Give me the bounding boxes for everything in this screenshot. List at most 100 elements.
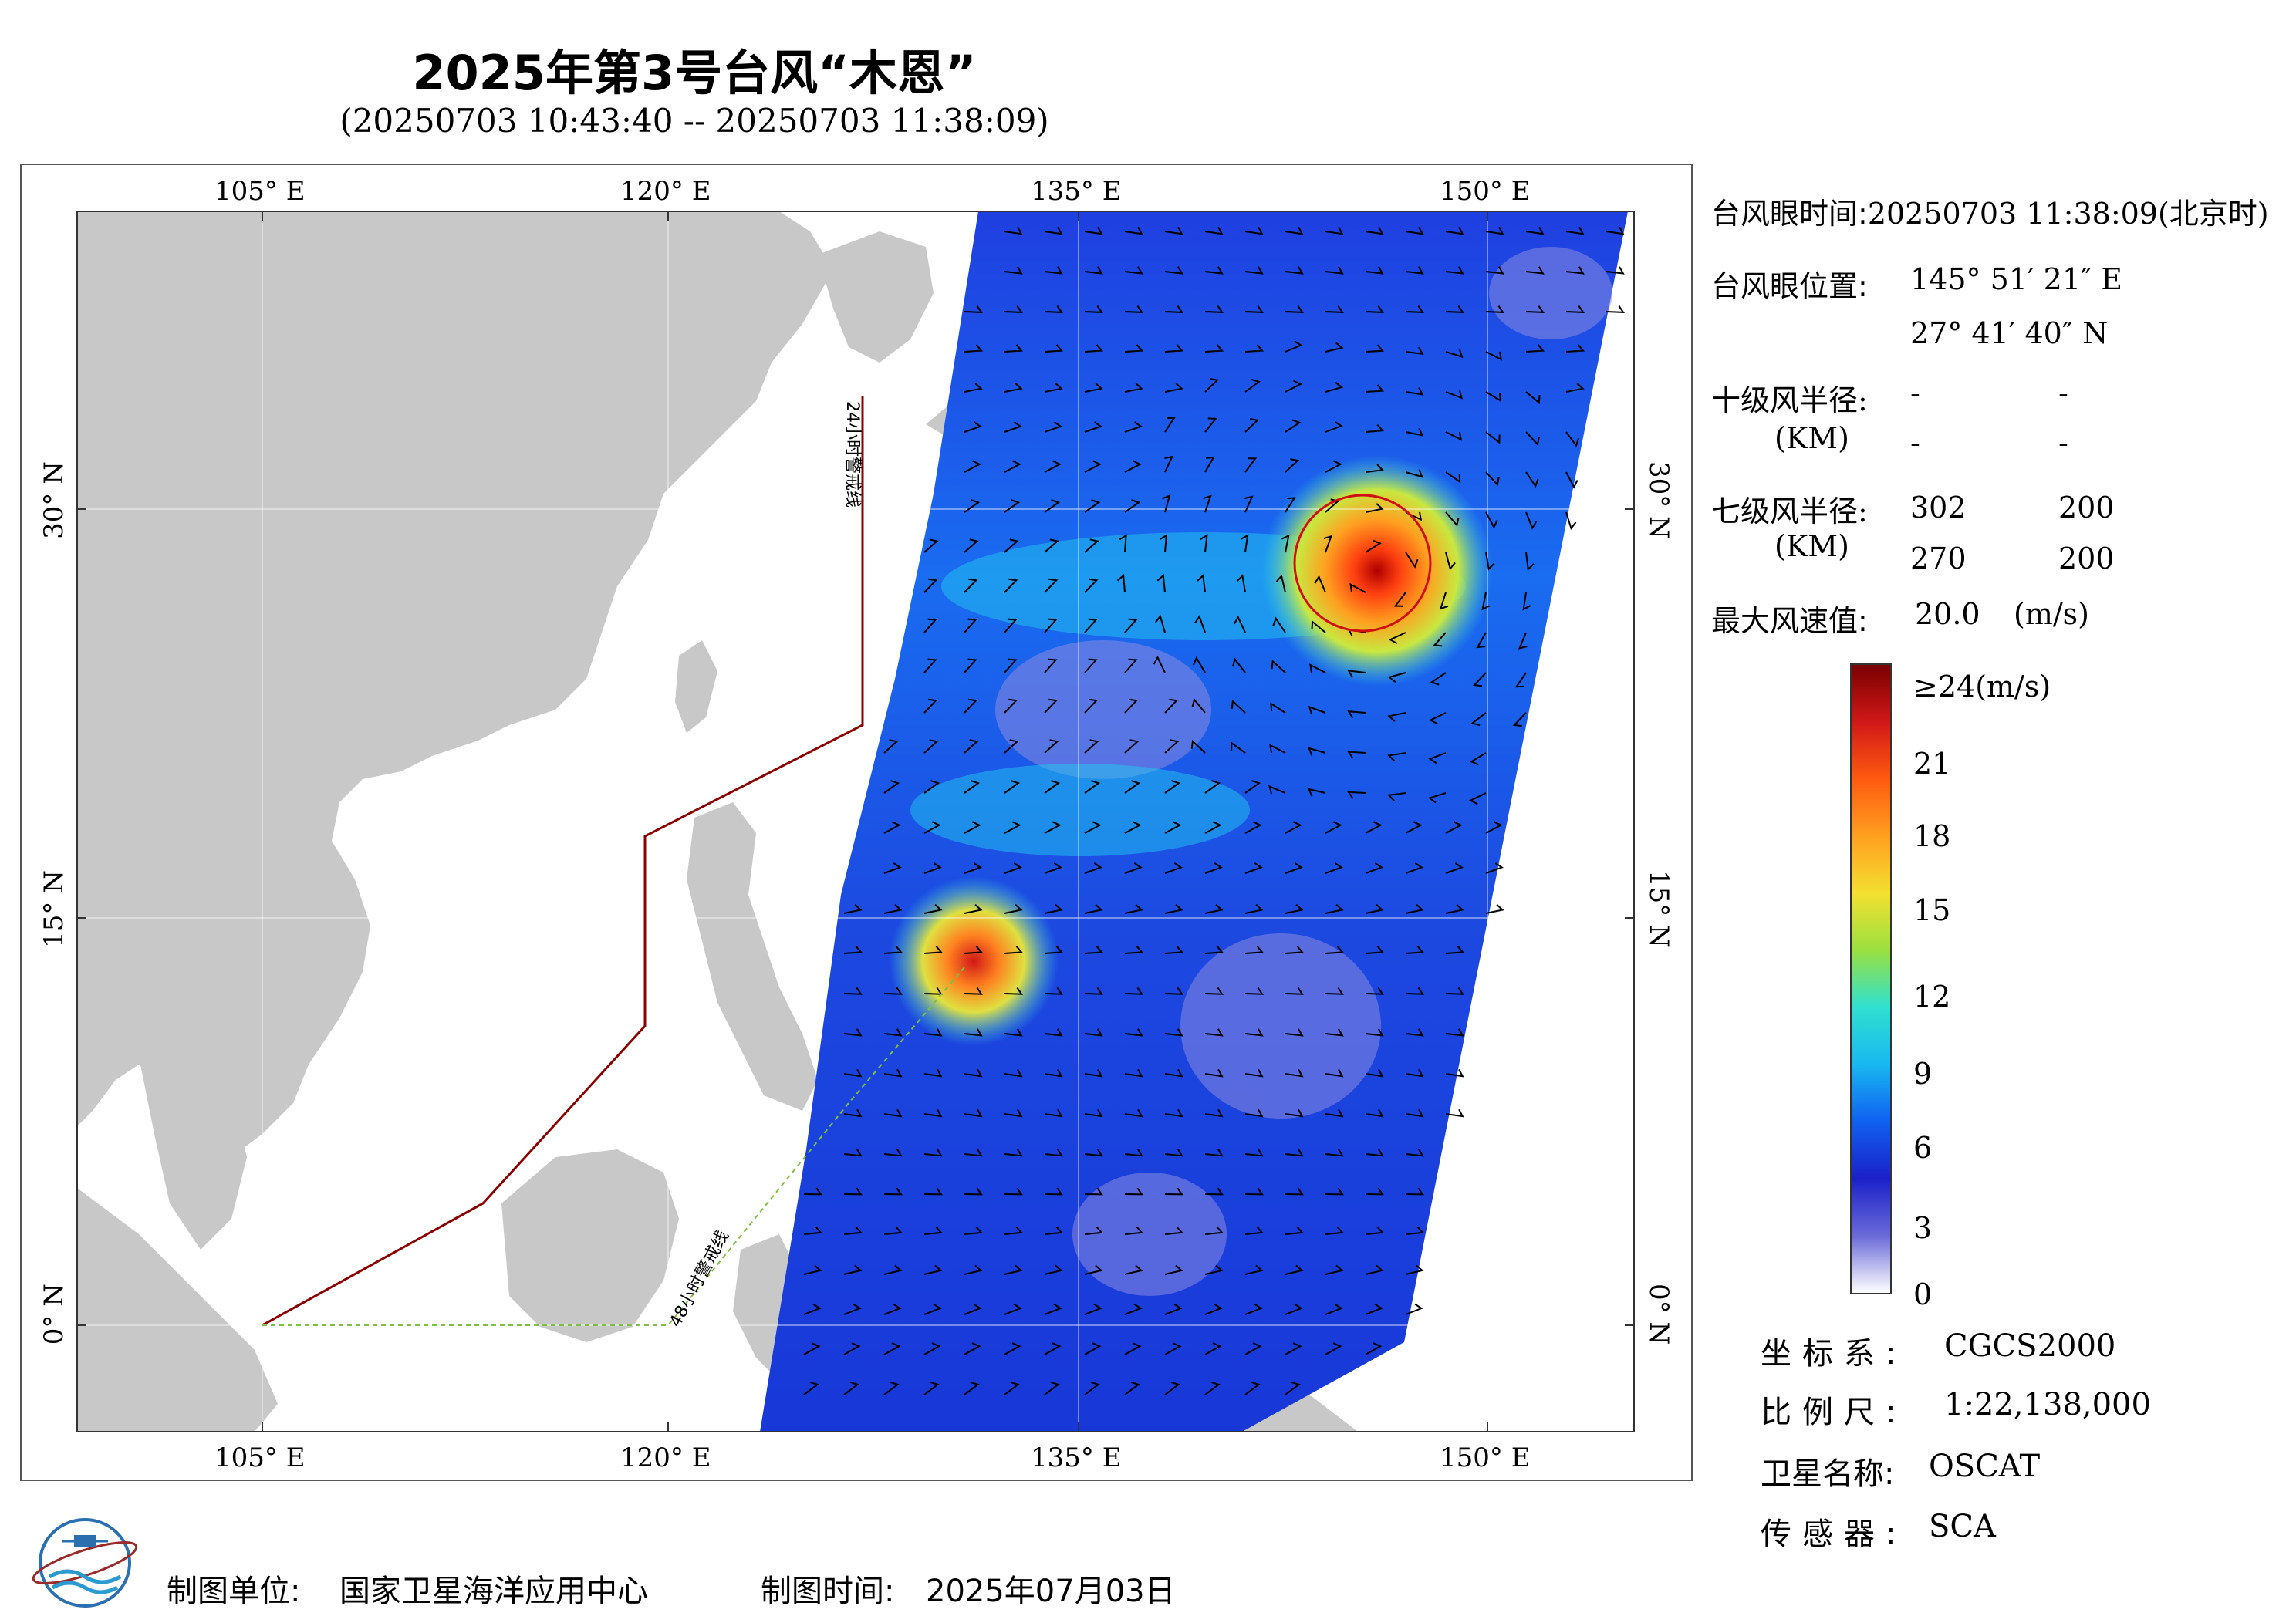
wind-barb [883, 780, 900, 794]
wind-barb [1044, 821, 1062, 834]
bottom-lon-tick: 135° E [1031, 1442, 1122, 1473]
storm-wind-core [889, 876, 1059, 1046]
wind-barb [1365, 503, 1384, 513]
wind-barb [1347, 710, 1366, 719]
wind-barb [1204, 1303, 1223, 1315]
wind-barb [1525, 391, 1541, 405]
wind-barb [1244, 1303, 1263, 1315]
wind-barb [1244, 378, 1261, 393]
wind-barb [1004, 821, 1021, 834]
wind-barb [1476, 632, 1487, 649]
wind-barb [1124, 698, 1139, 714]
wind-barb [1285, 1148, 1304, 1157]
wind-barb [883, 1028, 903, 1037]
wind-barb [803, 1264, 822, 1275]
wind-barb [1244, 1108, 1264, 1118]
wind-barb [1325, 862, 1343, 874]
wind-barbs [803, 226, 1625, 1395]
wind-barb [1164, 417, 1176, 433]
wind-barb [923, 658, 937, 673]
wind-barb [964, 1381, 980, 1395]
wind-barb [1231, 657, 1246, 673]
wind-barb [1004, 1068, 1023, 1078]
wind-barb [1244, 1187, 1264, 1196]
wind-barb [1204, 456, 1215, 473]
wind-barb [1325, 1303, 1343, 1315]
wind-barb [1124, 305, 1143, 313]
wind-barb [1231, 741, 1246, 754]
wind-barb [1365, 946, 1384, 954]
wind-barb [1044, 1381, 1060, 1395]
wind-barb [1445, 431, 1463, 441]
wind-barb [1164, 1381, 1180, 1395]
wind-barb [1281, 534, 1290, 553]
wind-barb [1164, 821, 1182, 834]
right-lat-tick: 0° N [1643, 1284, 1674, 1345]
wind-barb [1004, 618, 1018, 633]
wind-barb [1084, 658, 1098, 673]
wind-barb [1525, 471, 1539, 488]
wind-barb [1124, 344, 1144, 353]
wind-barb [1472, 672, 1487, 687]
wind-barb [1439, 592, 1449, 610]
wind-barb [1204, 821, 1222, 834]
wind-barb [1285, 226, 1304, 235]
wind-barb [1365, 1068, 1384, 1078]
wind-barb [843, 904, 863, 914]
wind-barb [1405, 226, 1424, 235]
wind-barb [1084, 618, 1098, 633]
wind-barb [923, 1226, 943, 1235]
wind-barb [1349, 582, 1366, 593]
wind-barb [1084, 1148, 1103, 1157]
wind-barb [1468, 792, 1487, 805]
wind-barb [1204, 266, 1224, 275]
wind-barb [1445, 1068, 1464, 1078]
wind-barb [1285, 1342, 1302, 1355]
wind-barb [1004, 739, 1019, 754]
wind-barb [1004, 1148, 1023, 1157]
wind-barb [803, 1226, 822, 1235]
wind-barb [1285, 946, 1304, 954]
top-lon-tick: 135° E [1031, 176, 1122, 207]
wind-barb [1124, 739, 1140, 754]
wind-barb [1084, 1187, 1103, 1196]
wind-barb [923, 1264, 943, 1275]
wind-barb [1565, 344, 1585, 353]
wind-barb [1275, 574, 1286, 593]
wind-barb [1124, 658, 1138, 673]
bottom-lon-tick: 150° E [1440, 1442, 1531, 1473]
wind-barb [923, 1028, 943, 1037]
wind-barb [1244, 780, 1261, 794]
wind-barb [1124, 1342, 1142, 1355]
wind-barb [803, 1303, 822, 1315]
wind-barb [1325, 226, 1344, 235]
wind-radius-circle [1293, 494, 1432, 633]
r7-label: 七级风半径: [1711, 494, 1868, 528]
wind-barb [1044, 499, 1061, 513]
wind-barb [883, 821, 901, 834]
wind-barb [1445, 305, 1464, 313]
wind-barb [1347, 751, 1366, 759]
wind-barb [1365, 226, 1384, 235]
r7-value: 302 [1910, 491, 1967, 525]
wind-barb [1244, 1226, 1264, 1235]
wind-barb [1044, 421, 1062, 433]
wind-barb [1244, 1264, 1264, 1275]
wind-barb [1244, 305, 1264, 313]
wind-barb [1124, 1148, 1143, 1157]
wind-barb [1156, 574, 1166, 593]
wind-barb [1485, 226, 1504, 235]
colorbar-label: 0 [1913, 1277, 1933, 1311]
wind-barb [1285, 862, 1303, 874]
r10-value: - [1910, 426, 1920, 460]
r10-value: - [2058, 376, 2068, 410]
wind-barb [1244, 344, 1264, 353]
wind-barb [1244, 418, 1260, 433]
wind-barb [1430, 672, 1447, 686]
wind-barb [1269, 744, 1286, 754]
wind-barb [1004, 1108, 1023, 1118]
wind-barb [1164, 1028, 1183, 1037]
wind-barb [1044, 1068, 1063, 1078]
wind-barb [1044, 1303, 1062, 1315]
colorbar-label: 18 [1913, 819, 1951, 853]
